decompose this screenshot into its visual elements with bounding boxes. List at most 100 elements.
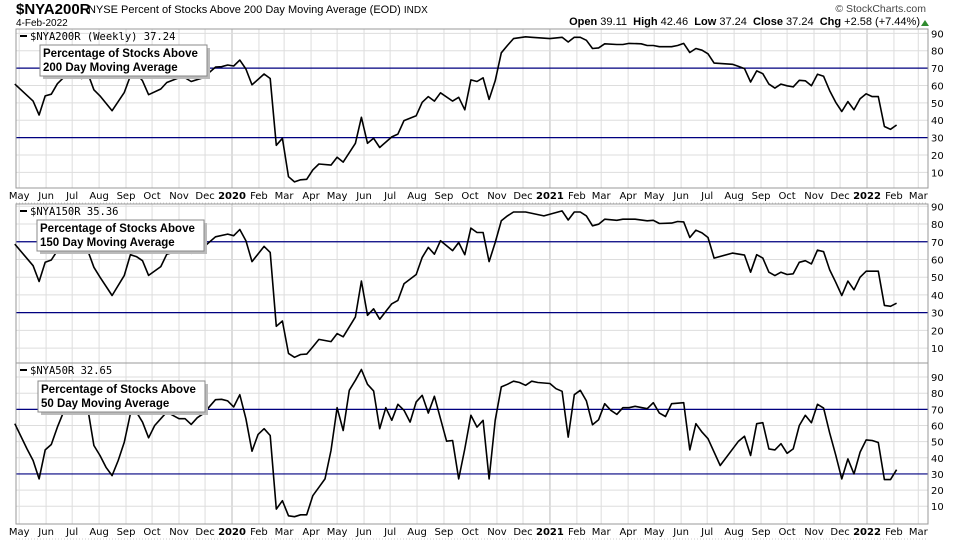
- x-tick-label: Mar: [592, 191, 612, 202]
- x-tick-label: 2021: [536, 191, 564, 202]
- x-tick-label: Apr: [619, 191, 637, 202]
- x-tick-label: Dec: [513, 191, 532, 202]
- x-tick-label: Apr: [302, 191, 320, 202]
- ohlc-readout: Open 39.11 High 42.46 Low 37.24 Close 37…: [569, 16, 920, 28]
- close-value: 37.24: [786, 16, 814, 28]
- x-tick-label: May: [9, 191, 30, 202]
- x-tick-label: Nov: [804, 191, 824, 202]
- annotation-line: Percentage of Stocks Above: [43, 48, 198, 60]
- x-tick-label: Aug: [89, 527, 109, 538]
- x-tick-label: Jun: [355, 527, 372, 538]
- annotation-line: 50 Day Moving Average: [41, 398, 169, 410]
- x-tick-label: Aug: [724, 527, 744, 538]
- annotation-line: 150 Day Moving Average: [40, 237, 175, 249]
- x-tick-label: Dec: [830, 191, 849, 202]
- x-tick-label: Mar: [275, 191, 295, 202]
- series-line: [14, 210, 897, 359]
- x-tick-label: May: [9, 527, 30, 538]
- x-tick-label: May: [644, 191, 665, 202]
- x-tick-label: Oct: [143, 191, 160, 202]
- chg-value: +2.58 (+7.44%): [844, 16, 920, 28]
- x-tick-label: Sep: [117, 191, 136, 202]
- x-tick-label: Feb: [250, 191, 268, 202]
- x-tick-label: Nov: [804, 527, 824, 538]
- x-tick-label: Aug: [407, 191, 427, 202]
- x-tick-label: May: [644, 527, 665, 538]
- x-tick-label: 2022: [853, 527, 881, 538]
- annotation-line: 200 Day Moving Average: [43, 62, 178, 74]
- series-legend: $NYA50R 32.65: [30, 365, 112, 377]
- y-tick-label: 80: [931, 47, 944, 58]
- annotation-line: Percentage of Stocks Above: [41, 384, 196, 396]
- series-legend: $NYA200R (Weekly) 37.24: [30, 31, 175, 43]
- series-line: [14, 368, 898, 518]
- y-tick-label: 20: [931, 151, 944, 162]
- x-tick-label: Feb: [885, 527, 903, 538]
- x-tick-label: Sep: [117, 527, 136, 538]
- x-tick-label: Sep: [435, 527, 454, 538]
- x-tick-label: Jun: [672, 191, 689, 202]
- x-tick-label: Dec: [513, 527, 532, 538]
- x-tick-label: Nov: [169, 527, 189, 538]
- close-label: Close: [753, 16, 783, 28]
- x-tick-label: Oct: [778, 191, 795, 202]
- y-tick-label: 30: [931, 134, 944, 145]
- x-tick-label: 2022: [853, 191, 881, 202]
- annotation-box: [39, 44, 208, 77]
- x-tick-label: Apr: [619, 527, 637, 538]
- y-tick-label: 70: [931, 405, 944, 416]
- chart-title-text: NYSE Percent of Stocks Above 200 Day Mov…: [88, 4, 401, 16]
- y-tick-label: 90: [931, 29, 944, 40]
- open-value: 39.11: [600, 16, 627, 28]
- exchange-label: INDX: [403, 5, 428, 16]
- x-tick-label: Aug: [89, 191, 109, 202]
- x-tick-label: Jul: [65, 527, 78, 538]
- x-tick-label: Jun: [355, 191, 372, 202]
- chart-date: 4-Feb-2022: [16, 18, 68, 29]
- y-tick-label: 40: [931, 116, 944, 127]
- low-value: 37.24: [719, 16, 747, 28]
- x-tick-label: Dec: [195, 527, 214, 538]
- y-tick-label: 90: [931, 373, 944, 384]
- pane-border: [15, 28, 929, 189]
- annotation-box: [37, 380, 206, 413]
- y-tick-label: 10: [931, 168, 944, 179]
- x-tick-label: May: [327, 191, 348, 202]
- series-legend: $NYA150R 35.36: [30, 206, 119, 218]
- x-tick-label: Feb: [568, 527, 586, 538]
- y-tick-label: 40: [931, 291, 944, 302]
- x-tick-label: Mar: [592, 527, 612, 538]
- y-tick-label: 10: [931, 344, 944, 355]
- x-tick-label: Nov: [169, 191, 189, 202]
- y-tick-label: 30: [931, 470, 944, 481]
- series-line: [14, 36, 898, 183]
- up-triangle-icon: [921, 20, 929, 26]
- low-label: Low: [694, 16, 717, 28]
- x-tick-label: Jul: [383, 527, 396, 538]
- x-tick-label: Sep: [435, 191, 454, 202]
- y-tick-label: 50: [931, 438, 944, 449]
- y-tick-label: 40: [931, 454, 944, 465]
- x-tick-label: Aug: [407, 527, 427, 538]
- x-tick-label: Oct: [461, 527, 478, 538]
- y-tick-label: 70: [931, 64, 944, 75]
- pane-border: [15, 362, 929, 525]
- annotation-box: [36, 219, 205, 252]
- open-label: Open: [569, 16, 598, 28]
- x-tick-label: 2020: [218, 527, 246, 538]
- x-tick-label: Feb: [250, 527, 268, 538]
- y-tick-label: 80: [931, 220, 944, 231]
- x-tick-label: Jul: [65, 191, 78, 202]
- x-tick-label: Jul: [700, 527, 713, 538]
- x-tick-label: Nov: [487, 191, 507, 202]
- x-tick-label: Feb: [885, 191, 903, 202]
- chg-label: Chg: [819, 16, 842, 28]
- y-tick-label: 60: [931, 81, 944, 92]
- y-tick-label: 60: [931, 421, 944, 432]
- y-tick-label: 70: [931, 238, 944, 249]
- x-tick-label: Sep: [752, 527, 771, 538]
- x-tick-label: Sep: [752, 191, 771, 202]
- x-tick-label: Jun: [37, 191, 54, 202]
- x-tick-label: 2021: [536, 527, 564, 538]
- x-tick-label: Jun: [672, 527, 689, 538]
